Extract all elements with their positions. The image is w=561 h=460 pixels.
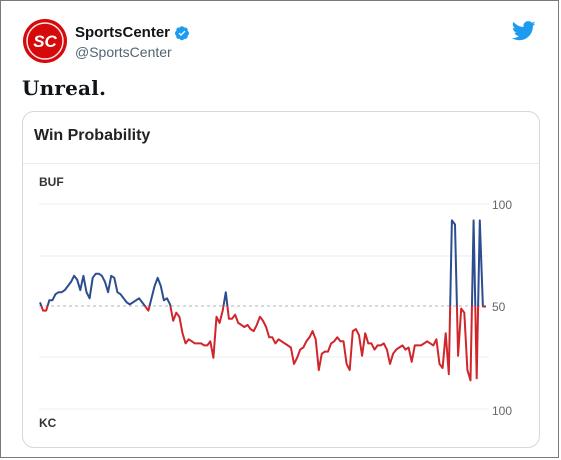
win-probability-card[interactable]: Win Probability BUF KC 100 50 100	[22, 111, 540, 448]
y-tick-mid: 50	[492, 300, 506, 314]
card-title: Win Probability	[34, 127, 151, 144]
account-name[interactable]: SportsCenter	[75, 24, 190, 41]
kc-win-probability-line	[40, 306, 486, 382]
sportscenter-logo-icon: SC	[23, 19, 67, 63]
y-tick-top: 100	[492, 198, 512, 212]
tweet-text: Unreal.	[22, 76, 107, 100]
account-handle[interactable]: @SportsCenter	[75, 44, 172, 60]
avatar-text: SC	[33, 32, 57, 51]
top-team-label: BUF	[39, 175, 64, 189]
account-name-text[interactable]: SportsCenter	[75, 24, 171, 41]
y-tick-bottom: 100	[492, 404, 512, 418]
buf-win-probability-line	[39, 219, 486, 306]
card-divider	[23, 163, 539, 164]
bottom-team-label: KC	[39, 416, 57, 430]
twitter-bird-icon[interactable]	[512, 21, 536, 41]
verified-badge-icon	[175, 25, 190, 40]
win-probability-chart: BUF KC 100 50 100	[39, 175, 512, 430]
avatar[interactable]: SC	[23, 19, 67, 63]
